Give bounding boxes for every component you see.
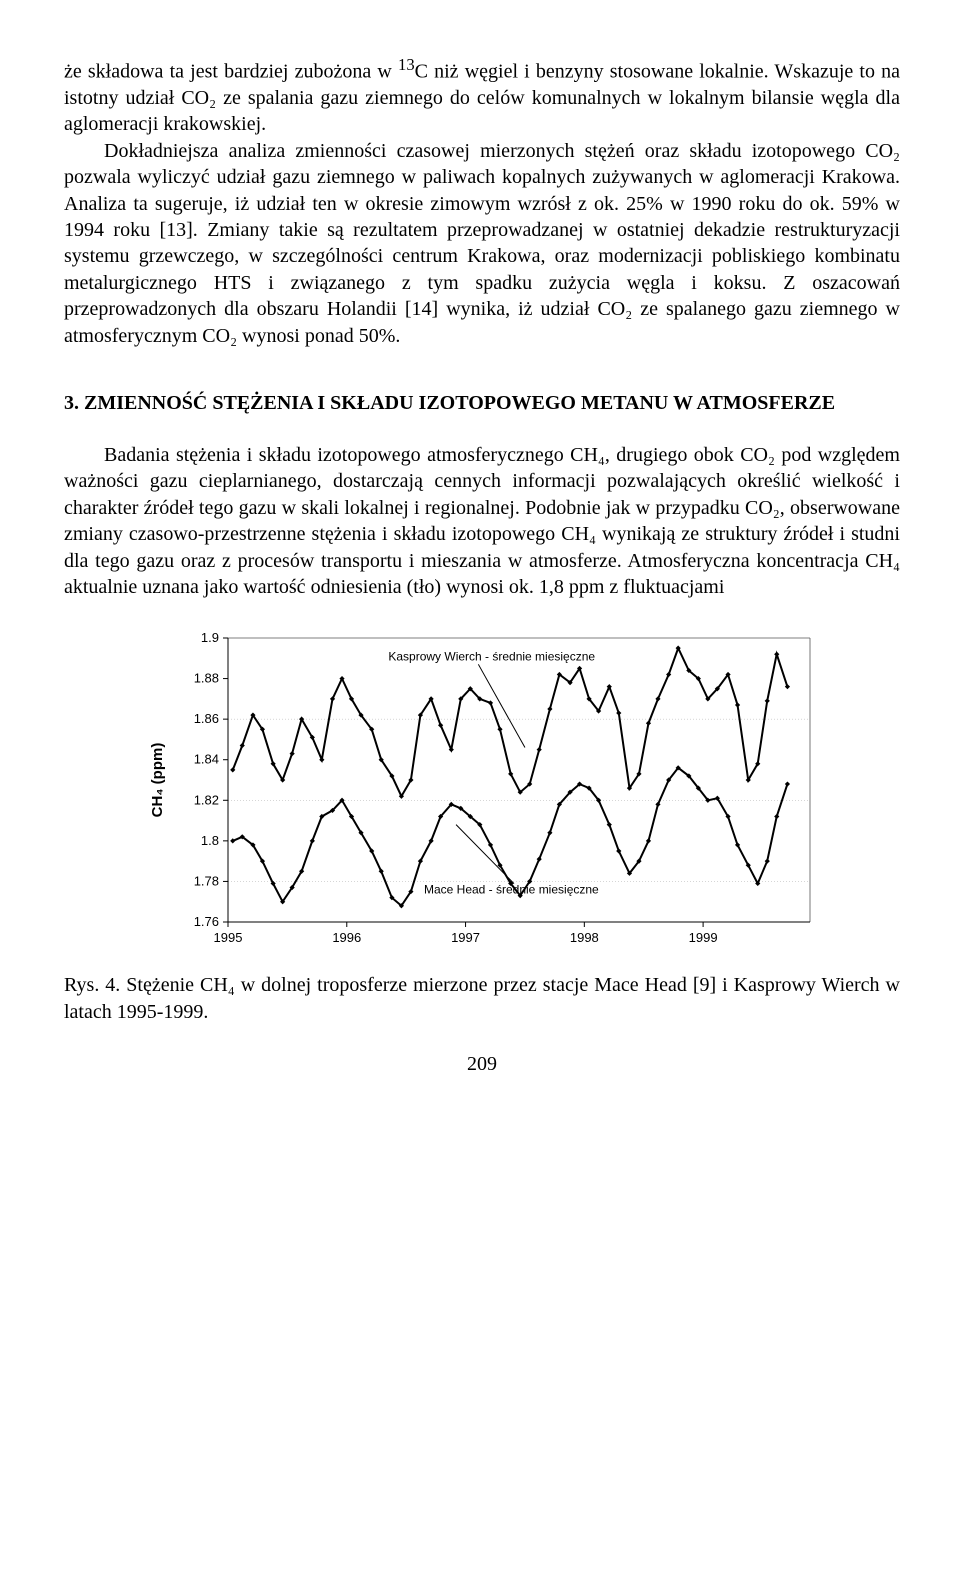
paragraph-3: Badania stężenia i składu izotopowego at… <box>64 442 900 600</box>
svg-text:1998: 1998 <box>570 930 599 945</box>
section-title: 3. ZMIENNOŚĆ STĘŻENIA I SKŁADU IZOTOPOWE… <box>64 391 900 416</box>
p2-text: Dokładniejsza analiza zmienności czasowe… <box>64 140 900 347</box>
svg-text:1.76: 1.76 <box>194 914 219 929</box>
svg-text:1.88: 1.88 <box>194 671 219 686</box>
figure-caption: Rys. 4. Stężenie CH₄ w dolnej troposferz… <box>64 972 900 1025</box>
p3-text: Badania stężenia i składu izotopowego at… <box>64 444 900 598</box>
svg-text:1996: 1996 <box>332 930 361 945</box>
svg-text:1.86: 1.86 <box>194 711 219 726</box>
svg-text:Kasprowy Wierch - średnie mies: Kasprowy Wierch - średnie miesięczne <box>388 650 595 664</box>
svg-text:1.8: 1.8 <box>201 833 219 848</box>
page-number: 209 <box>64 1051 900 1077</box>
svg-text:CH₄ (ppm): CH₄ (ppm) <box>149 743 166 818</box>
svg-text:1.78: 1.78 <box>194 874 219 889</box>
svg-text:1.9: 1.9 <box>201 630 219 645</box>
p1b-sup: 13 <box>398 55 415 74</box>
svg-text:1997: 1997 <box>451 930 480 945</box>
svg-text:1995: 1995 <box>214 930 243 945</box>
svg-text:1999: 1999 <box>689 930 718 945</box>
svg-text:1.82: 1.82 <box>194 793 219 808</box>
ch4-chart-svg: 1.76 1.78 1.8 1.82 1.84 1.86 1.88 1.9 1995 1996 19… <box>142 628 822 958</box>
svg-text:Mace Head - średnie miesięczne: Mace Head - średnie miesięczne <box>424 883 599 897</box>
paragraph-2: Dokładniejsza analiza zmienności czasowe… <box>64 138 900 349</box>
paragraph-1: że składowa ta jest bardziej zubożona w … <box>64 54 900 138</box>
p1a: że składowa ta jest bardziej zubożona w <box>64 61 398 83</box>
svg-text:1.84: 1.84 <box>194 752 219 767</box>
ch4-chart: 1.76 1.78 1.8 1.82 1.84 1.86 1.88 1.9 1995 1996 19… <box>142 628 822 958</box>
